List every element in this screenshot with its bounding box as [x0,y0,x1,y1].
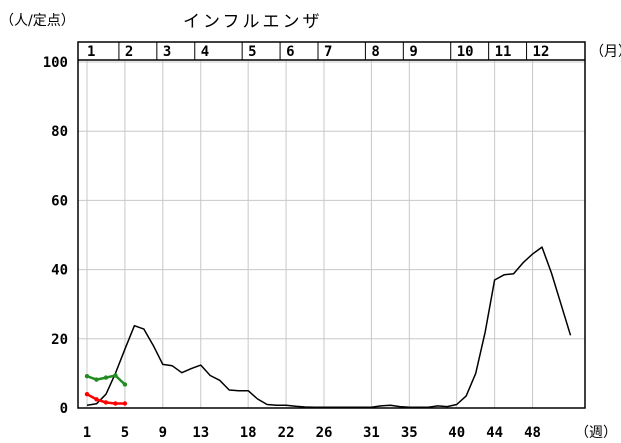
y-tick-40: 40 [51,263,68,279]
series-1-point-2 [94,377,99,382]
x-tick-44: 44 [486,425,503,441]
x-tick-35: 35 [401,425,418,441]
series-1-point-4 [113,373,118,378]
y-tick-80: 80 [51,124,68,140]
x-tick-1: 1 [83,425,91,441]
series-2-point-1 [84,391,90,397]
month-label-4: 4 [201,44,209,60]
x-tick-labels: 1 5 9 13 18 22 26 31 35 40 44 48 [83,425,541,441]
y-axis-label: （人/定点） [0,13,75,29]
x-tick-40: 40 [448,425,465,441]
x-tick-9: 9 [159,425,167,441]
series-2-point-2 [94,397,99,402]
month-label-9: 9 [409,44,417,60]
x-tick-18: 18 [240,425,257,441]
plot-frame [77,41,586,409]
series-1-point-3 [103,375,109,380]
y-tick-60: 60 [51,193,68,209]
month-label-3: 3 [163,44,171,60]
month-band: 1 2 3 4 5 6 7 8 9 10 11 12 [78,42,585,61]
series-1-point-1 [84,373,90,379]
series-2-point-3 [103,400,109,405]
month-label-2: 2 [125,44,133,60]
x-tick-48: 48 [524,425,541,441]
month-label-10: 10 [457,44,474,60]
chart-title: インフルエンザ [183,12,323,32]
month-label-6: 6 [286,44,294,60]
month-label-12: 12 [533,44,550,60]
month-label-1: 1 [87,44,95,60]
x-tick-26: 26 [316,425,333,441]
month-label-5: 5 [248,44,256,60]
series-2-point-4 [113,401,118,406]
y-tick-labels: 0 20 40 60 80 100 [43,55,68,417]
x-axis-label: （週） [575,425,617,441]
y-tick-100: 100 [43,55,68,71]
month-unit-label: （月） [590,44,621,60]
x-tick-13: 13 [192,425,209,441]
series-2-point-5 [122,401,128,406]
series-layer [84,246,572,409]
gridlines [78,60,585,408]
month-label-7: 7 [324,44,332,60]
x-tick-31: 31 [363,425,380,441]
y-tick-0: 0 [60,401,68,417]
month-label-8: 8 [371,44,379,60]
x-tick-5: 5 [121,425,129,441]
month-label-11: 11 [495,44,512,60]
series-line-0 [86,246,572,409]
y-tick-20: 20 [51,332,68,348]
x-tick-22: 22 [278,425,295,441]
series-1-point-5 [122,382,128,387]
